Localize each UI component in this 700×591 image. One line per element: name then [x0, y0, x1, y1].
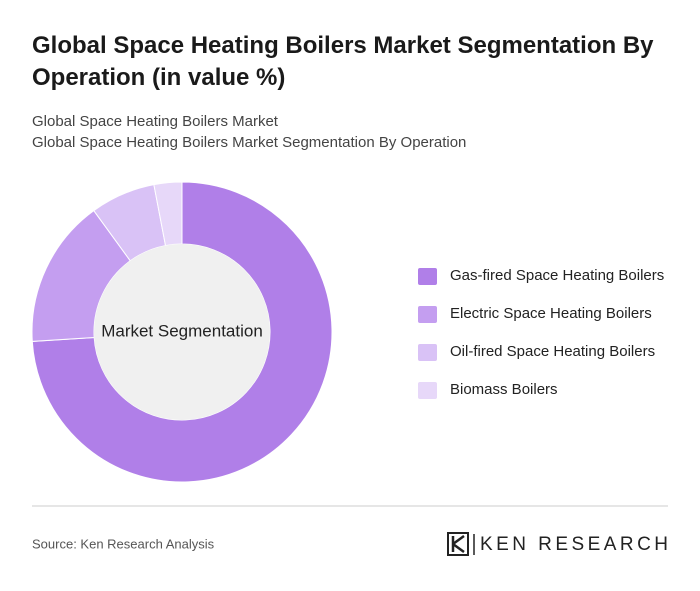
chart-title: Global Space Heating Boilers Market Segm…	[32, 32, 654, 91]
donut-center	[94, 244, 270, 420]
subtitle: Global Space Heating Boilers Market	[32, 113, 278, 130]
source: Source: Ken Research Analysis	[32, 536, 215, 551]
legend-swatch	[418, 382, 437, 399]
logo-text: KEN RESEARCH	[480, 534, 668, 555]
logo-icon	[451, 534, 465, 554]
legend-swatch	[418, 344, 437, 361]
legend-label: Electric Space Heating Boilers	[450, 305, 652, 322]
legend-label: Oil-fired Space Heating Boilers	[450, 343, 655, 360]
legend-swatch	[418, 306, 437, 323]
legend-label: Gas-fired Space Heating Boilers	[450, 267, 664, 284]
legend-label: Biomass Boilers	[450, 381, 558, 398]
center-label: Market Segmentation	[101, 321, 263, 340]
subtitle: Global Space Heating Boilers Market Segm…	[32, 134, 467, 151]
logo: KEN RESEARCH	[447, 532, 668, 556]
logo-icon	[447, 532, 469, 556]
legend-swatch	[418, 268, 437, 285]
